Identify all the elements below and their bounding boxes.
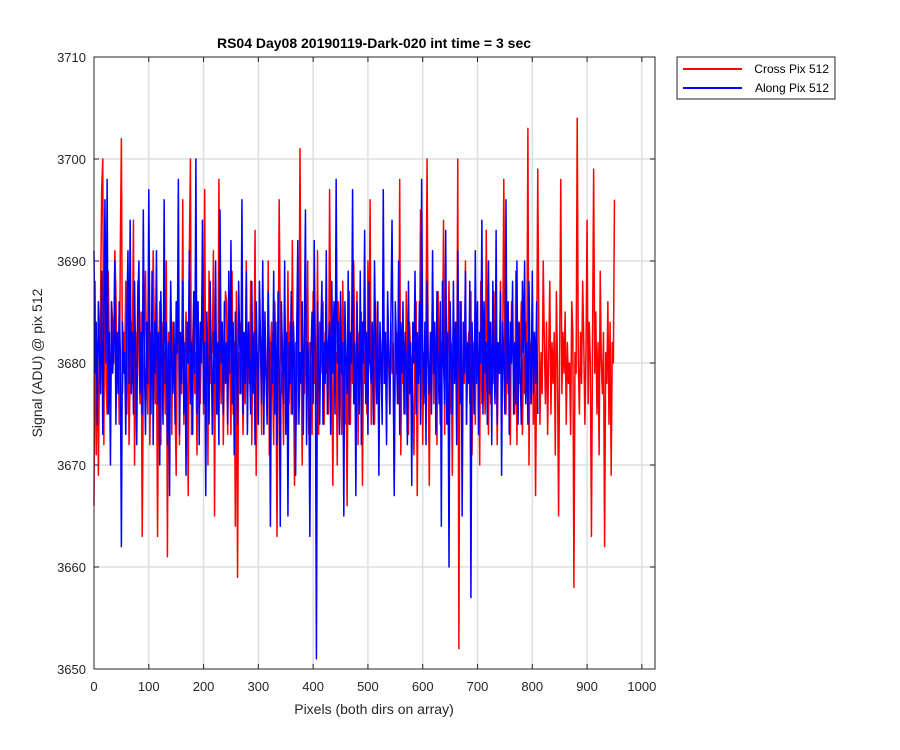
legend-box	[676, 56, 836, 100]
y-axis-label: Signal (ADU) @ pix 512	[29, 288, 45, 437]
x-tick-label: 400	[302, 679, 324, 694]
series-line-along-pix	[93, 158, 539, 660]
x-tick-label: 600	[412, 679, 434, 694]
legend: Cross Pix 512 Along Pix 512	[676, 56, 836, 100]
x-tick-label: 700	[467, 679, 489, 694]
y-tick-label: 3710	[57, 50, 86, 65]
chart-title: RS04 Day08 20190119-Dark-020 int time = …	[217, 35, 531, 51]
x-tick-label: 100	[138, 679, 160, 694]
x-tick-label: 200	[193, 679, 215, 694]
x-tick-label: 0	[90, 679, 97, 694]
y-tick-label: 3670	[57, 458, 86, 473]
y-tick-label: 3690	[57, 254, 86, 269]
y-tick-label: 3650	[57, 662, 86, 677]
y-tick-label: 3680	[57, 356, 86, 371]
x-tick-label: 1000	[627, 679, 656, 694]
legend-label-along: Along Pix 512	[755, 81, 829, 95]
x-tick-label: 300	[248, 679, 270, 694]
x-tick-label: 900	[576, 679, 598, 694]
x-axis-label: Pixels (both dirs on array)	[294, 701, 454, 717]
y-tick-label: 3700	[57, 152, 86, 167]
ticks: 0 100 200 300 400 500 600 700 800 900 1000 3650 3660…	[57, 50, 656, 694]
x-tick-label: 500	[357, 679, 379, 694]
series-layer	[93, 117, 616, 660]
y-tick-label: 3660	[57, 560, 86, 575]
legend-label-cross: Cross Pix 512	[754, 62, 829, 76]
x-tick-label: 800	[521, 679, 543, 694]
